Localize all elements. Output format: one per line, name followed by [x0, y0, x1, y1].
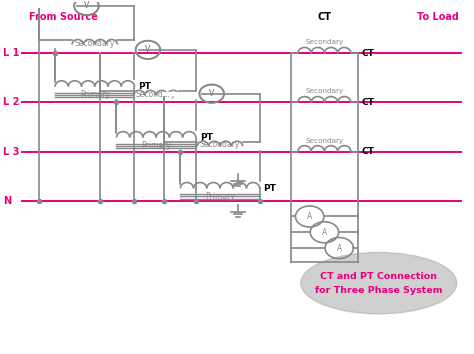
- Text: Secondary: Secondary: [305, 138, 344, 143]
- Text: CT: CT: [362, 49, 374, 58]
- Text: V: V: [84, 1, 89, 11]
- Text: From Source: From Source: [29, 11, 98, 22]
- Text: V: V: [84, 1, 89, 11]
- Text: PT: PT: [200, 133, 212, 142]
- Text: Primary: Primary: [205, 192, 235, 201]
- Text: L 1: L 1: [3, 48, 19, 58]
- Text: L 2: L 2: [3, 97, 19, 108]
- Text: CT: CT: [318, 11, 331, 22]
- Text: L 3: L 3: [3, 147, 19, 156]
- Text: CT and PT Connection
for Three Phase System: CT and PT Connection for Three Phase Sys…: [315, 272, 443, 295]
- Text: CT: CT: [362, 98, 374, 107]
- Text: A: A: [307, 212, 312, 221]
- Text: Primary: Primary: [80, 90, 109, 99]
- Text: V: V: [146, 45, 151, 54]
- Text: Secondary: Secondary: [74, 39, 115, 48]
- Text: Secondary: Secondary: [200, 141, 240, 149]
- Text: Secondary: Secondary: [136, 90, 176, 98]
- Text: PT: PT: [138, 82, 151, 91]
- Text: PT: PT: [264, 184, 276, 193]
- Ellipse shape: [301, 252, 457, 314]
- Text: To Load: To Load: [417, 11, 459, 22]
- Text: A: A: [322, 228, 327, 237]
- Text: Secondary: Secondary: [305, 88, 344, 95]
- Text: V: V: [209, 89, 214, 98]
- Text: V: V: [209, 89, 214, 98]
- Text: Primary: Primary: [141, 141, 171, 150]
- Text: Secondary: Secondary: [305, 39, 344, 45]
- Text: A: A: [337, 244, 342, 252]
- Text: V: V: [146, 45, 151, 54]
- Text: N: N: [3, 196, 11, 206]
- Text: CT: CT: [362, 147, 374, 156]
